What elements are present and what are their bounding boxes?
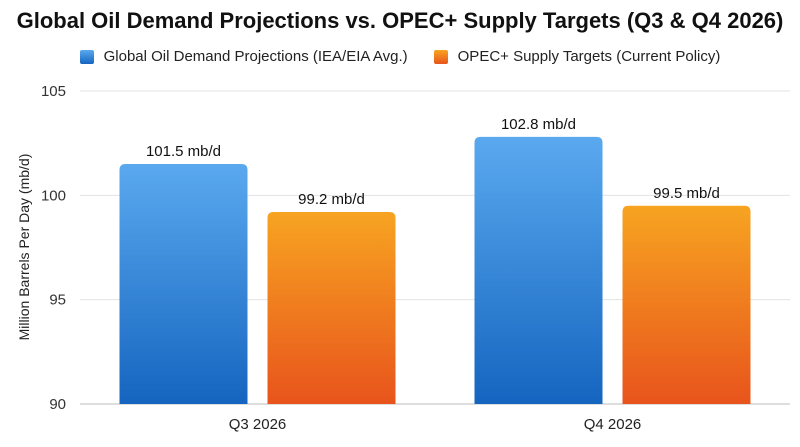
x-tick-label: Q4 2026 — [584, 416, 642, 433]
y-tick-label: 100 — [41, 187, 66, 204]
data-label: 102.8 mb/d — [501, 116, 576, 133]
legend-label-supply: OPEC+ Supply Targets (Current Policy) — [457, 48, 721, 65]
data-label: 99.2 mb/d — [298, 191, 365, 208]
data-label: 101.5 mb/d — [146, 143, 221, 160]
legend-swatch-demand — [79, 49, 94, 64]
legend-item-supply: OPEC+ Supply Targets (Current Policy) — [433, 48, 721, 65]
y-tick-label: 95 — [49, 292, 66, 309]
bar-supply-q3-2026 — [267, 212, 396, 404]
bar-supply-q4-2026 — [622, 205, 751, 404]
bar-demand-q4-2026 — [474, 136, 603, 404]
legend-swatch-supply — [433, 49, 448, 64]
data-label: 99.5 mb/d — [653, 185, 720, 202]
y-axis-label: Million Barrels Per Day (mb/d) — [16, 154, 32, 341]
legend-item-demand: Global Oil Demand Projections (IEA/EIA A… — [79, 48, 408, 65]
y-tick-label: 90 — [49, 396, 66, 413]
legend-label-demand: Global Oil Demand Projections (IEA/EIA A… — [103, 48, 408, 65]
x-tick-label: Q3 2026 — [229, 416, 287, 433]
y-tick-label: 105 — [41, 83, 66, 100]
chart-title: Global Oil Demand Projections vs. OPEC+ … — [16, 8, 784, 33]
bar-demand-q3-2026 — [119, 164, 248, 404]
legend: Global Oil Demand Projections (IEA/EIA A… — [0, 48, 800, 65]
